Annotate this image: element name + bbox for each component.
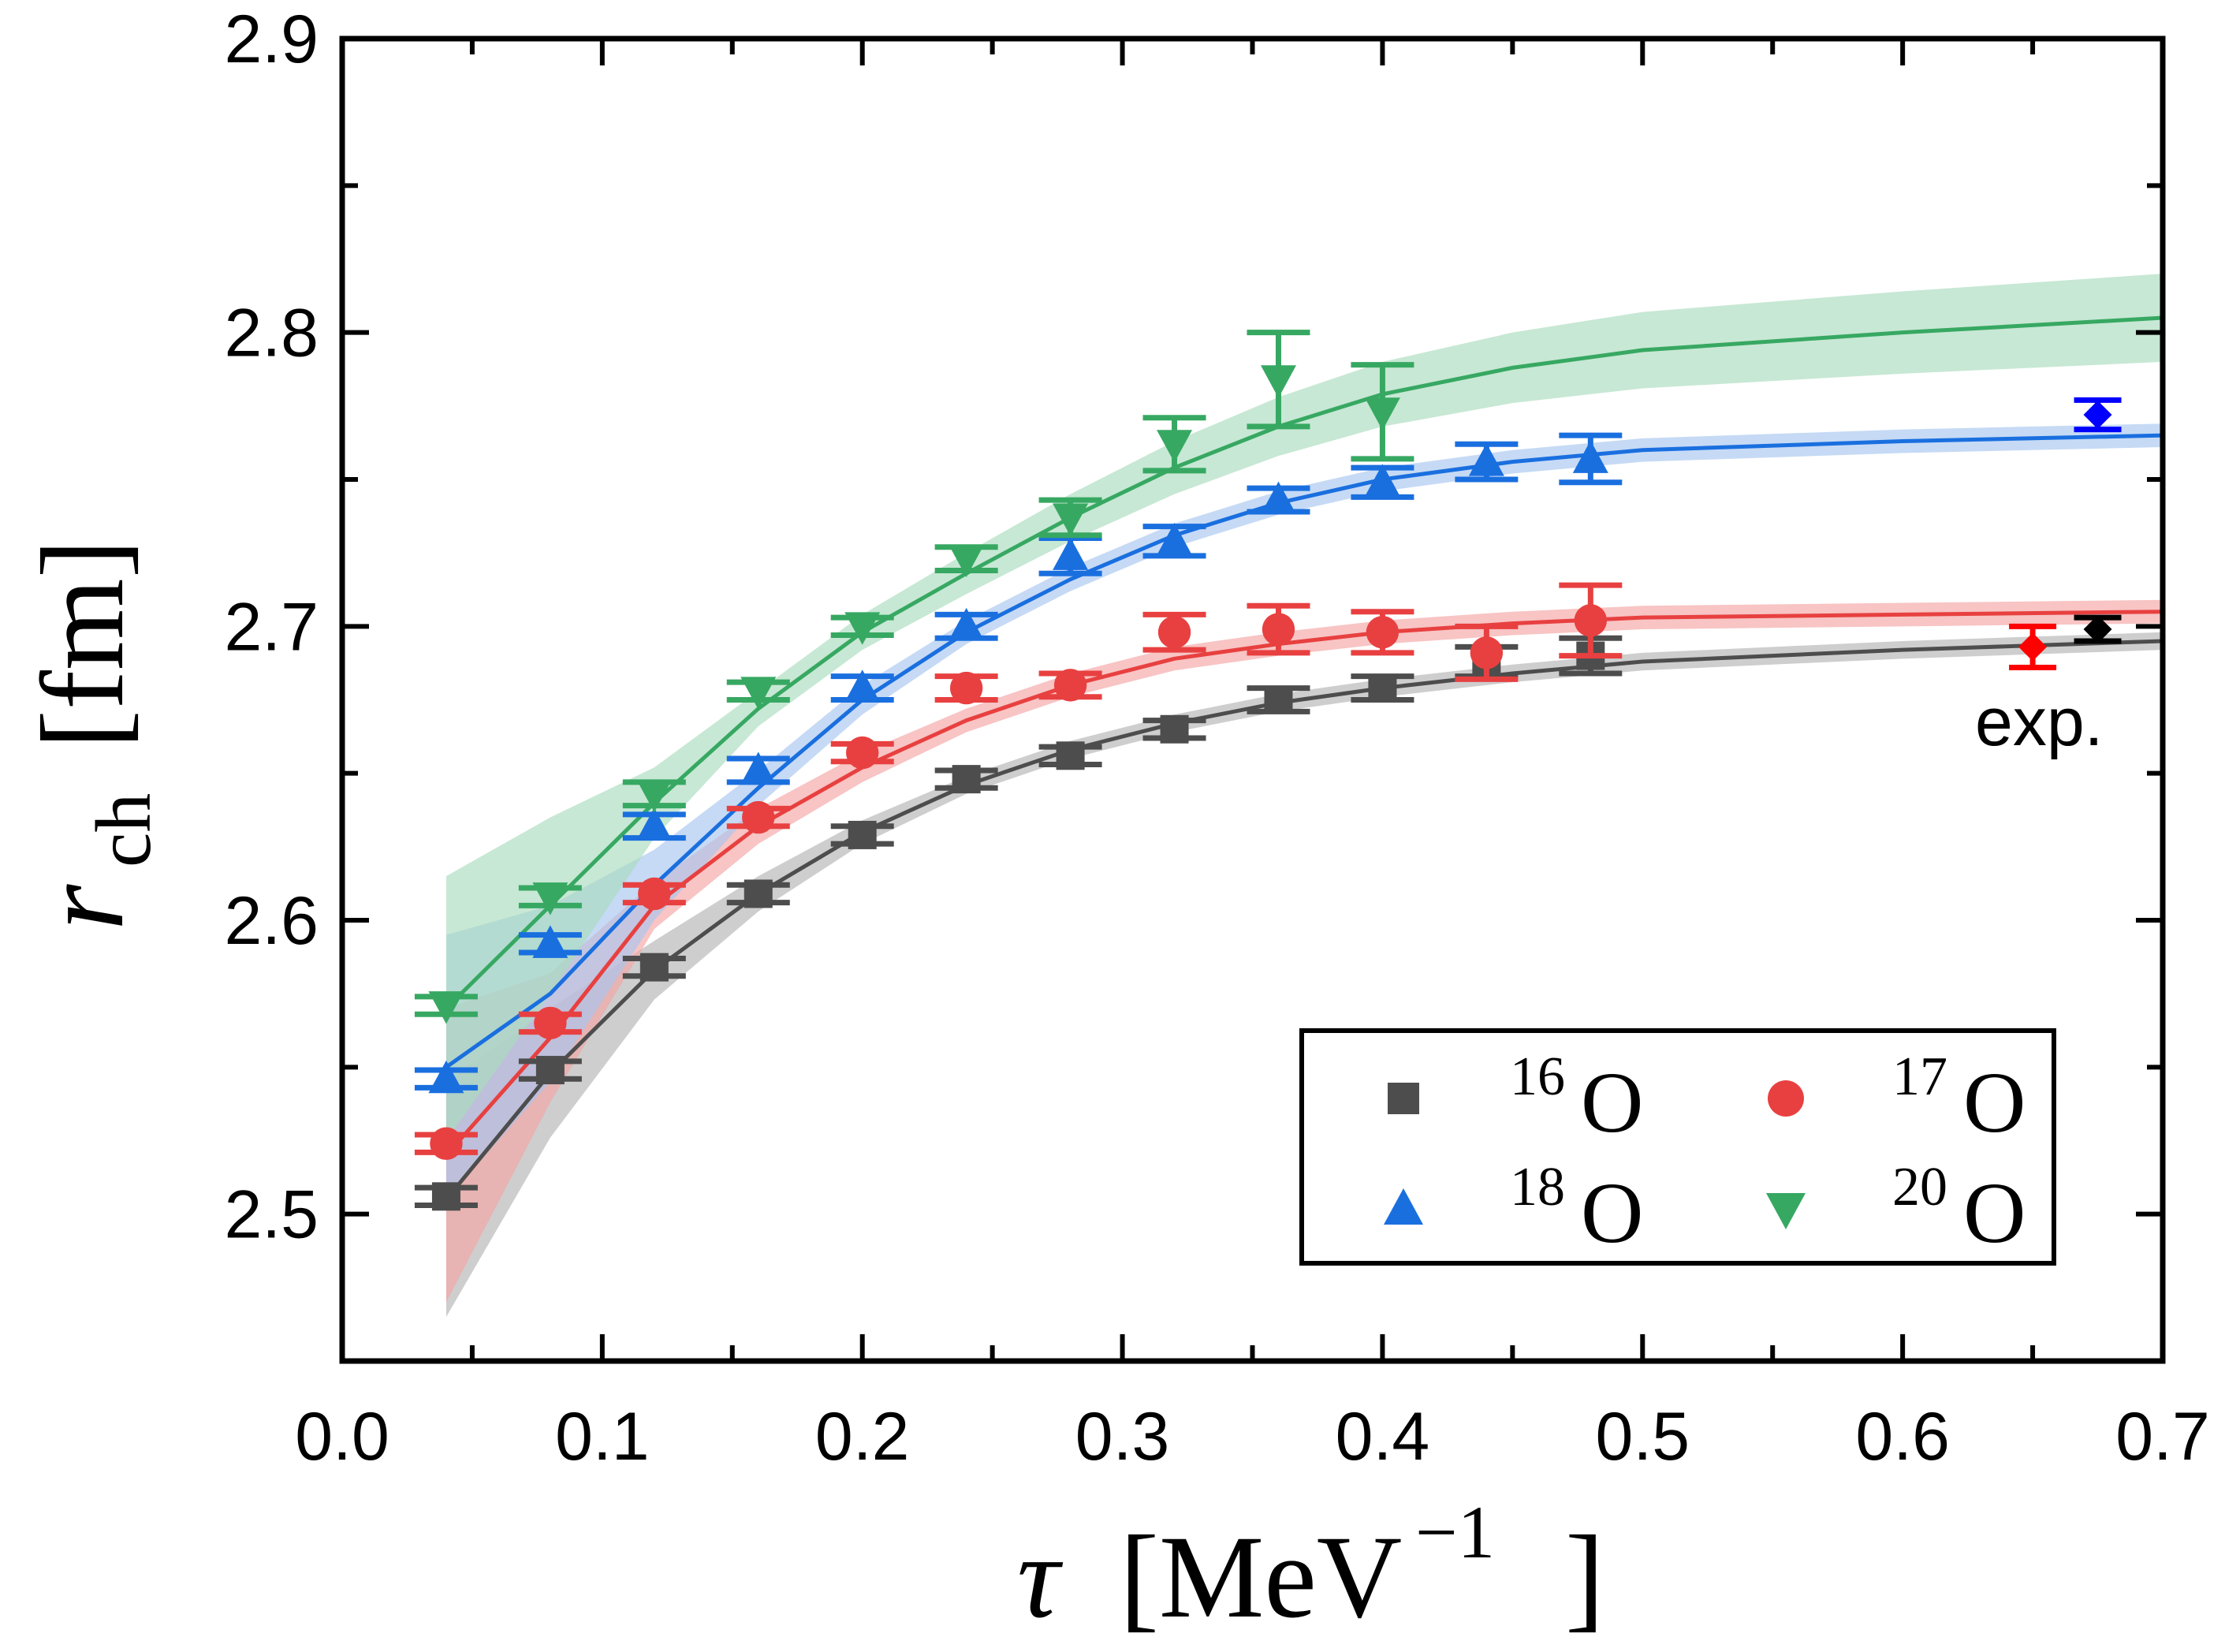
legend-element-17o: O: [1963, 1054, 2026, 1150]
data-point-20o: [636, 779, 673, 813]
y-tick-label: 2.8: [224, 296, 319, 371]
data-point-20o: [532, 882, 568, 915]
legend-mass-16o: 16: [1510, 1046, 1565, 1107]
legend-marker-16o: [1388, 1083, 1419, 1114]
data-point-17o: [638, 877, 671, 911]
y-label-symbol: r: [17, 884, 148, 930]
data-point-16o: [1264, 685, 1293, 714]
data-point-16o: [639, 953, 669, 982]
data-point-18o: [1364, 464, 1400, 497]
data-point-18o: [949, 607, 985, 641]
data-point-20o: [1364, 397, 1400, 431]
data-point-17o: [430, 1127, 463, 1160]
x-label-close: ]: [1565, 1512, 1604, 1643]
y-axis-label: r ch [fm]: [17, 539, 167, 930]
data-point-16o: [535, 1056, 565, 1085]
data-point-17o: [534, 1006, 567, 1040]
x-label-exponent: −1: [1415, 1490, 1495, 1574]
x-tick-label: 0.6: [1855, 1399, 1950, 1475]
data-point-18o: [428, 1060, 464, 1094]
exp-annotation: exp.: [1975, 684, 2104, 760]
data-point-16o: [431, 1182, 460, 1211]
y-tick-label: 2.6: [224, 883, 319, 959]
data-point-17o: [1366, 616, 1399, 649]
data-point-18o: [1468, 443, 1504, 476]
data-point-17o: [742, 800, 775, 834]
x-tick-label: 0.4: [1336, 1399, 1430, 1475]
data-point-20o: [1053, 503, 1089, 536]
y-label-unit: [fm]: [17, 539, 148, 749]
fit-line-20o: [445, 315, 2164, 1010]
legend-element-16o: O: [1581, 1054, 1643, 1150]
data-points: [414, 330, 2122, 1211]
exp-point-16o: [2083, 615, 2112, 644]
exp-point-17o: [2018, 632, 2048, 662]
exp-point-18o: [2083, 401, 2112, 430]
data-point-18o: [740, 751, 777, 785]
legend-marker-18o: [1384, 1188, 1423, 1225]
fit-bands: [445, 274, 2163, 1318]
y-tick-label: 2.5: [224, 1177, 319, 1253]
x-tick-label: 0.2: [815, 1399, 910, 1475]
x-tick-label: 0.7: [2115, 1399, 2210, 1475]
data-point-18o: [532, 925, 568, 958]
data-point-17o: [1262, 613, 1295, 646]
data-point-20o: [740, 677, 777, 710]
legend-element-18o: O: [1581, 1165, 1643, 1261]
data-point-16o: [1368, 673, 1397, 703]
data-point-17o: [949, 671, 983, 705]
data-point-16o: [1160, 714, 1189, 744]
legend-marker-20o: [1766, 1193, 1806, 1229]
data-point-20o: [844, 612, 881, 645]
legend-element-20o: O: [1963, 1165, 2026, 1261]
fit-band-17o: [445, 599, 2163, 1303]
data-point-20o: [428, 991, 464, 1024]
data-point-18o: [636, 807, 673, 841]
data-point-18o: [1260, 481, 1296, 515]
y-tick-label: 2.7: [224, 589, 319, 665]
data-point-16o: [744, 879, 773, 908]
y-tick-label: 2.9: [224, 2, 319, 77]
axes: 0.0 0.1 0.2 0.3 0.4 0.5 0.6 0.7 2.5 2.6 2.7 2.8 2.9: [224, 2, 2209, 1475]
data-point-16o: [952, 765, 981, 794]
x-tick-label: 0.5: [1596, 1399, 1690, 1475]
data-point-20o: [1260, 365, 1296, 398]
y-label-subscript: ch: [80, 793, 167, 867]
data-point-20o: [949, 544, 985, 578]
data-point-18o: [1053, 537, 1089, 570]
legend-mass-20o: 20: [1892, 1157, 1947, 1218]
data-point-18o: [1572, 440, 1608, 473]
fit-band-20o: [445, 274, 2163, 1141]
data-point-17o: [1053, 669, 1087, 702]
data-point-17o: [1574, 604, 1608, 637]
data-point-18o: [1157, 522, 1193, 556]
legend-marker-17o: [1768, 1080, 1804, 1117]
data-point-17o: [1157, 616, 1191, 649]
data-point-18o: [844, 669, 881, 703]
fit-line-18o: [445, 433, 2164, 1069]
data-point-20o: [1157, 430, 1193, 463]
data-point-16o: [848, 820, 877, 849]
x-label-symbol: τ: [1017, 1512, 1064, 1643]
legend: 16 O 17 O 18 O 20 O: [1299, 1028, 2056, 1266]
data-point-16o: [1056, 741, 1085, 770]
legend-mass-18o: 18: [1510, 1157, 1565, 1218]
legend-mass-17o: 17: [1892, 1046, 1947, 1107]
x-tick-label: 0.0: [295, 1399, 389, 1475]
x-axis-label: τ [MeV −1 ]: [1017, 1490, 1604, 1643]
data-point-17o: [846, 736, 879, 770]
x-label-unit: [MeV: [1120, 1512, 1402, 1643]
data-point-17o: [1470, 636, 1504, 669]
x-tick-label: 0.1: [555, 1399, 650, 1475]
fit-line-17o: [445, 610, 2164, 1157]
x-tick-label: 0.3: [1075, 1399, 1170, 1475]
